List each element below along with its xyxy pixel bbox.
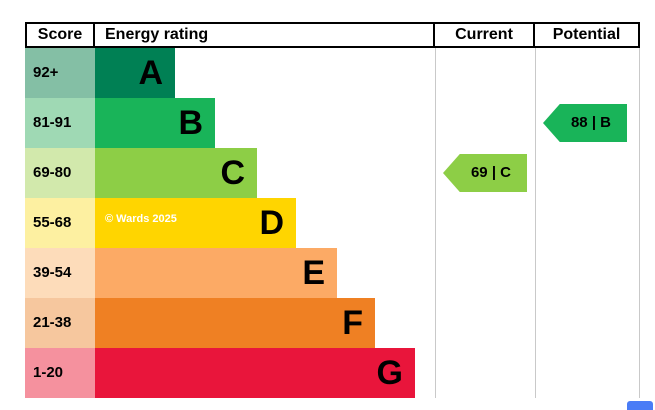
current-rating-arrow: 69 | C (443, 154, 527, 192)
band-bar: B (95, 98, 215, 148)
band-letter: C (220, 154, 245, 192)
potential-rating-label: 88 | B (570, 114, 612, 131)
band-rows: 92+ A 81-91 B 69-80 C 55-68 © Wards 2025… (25, 48, 640, 398)
column-divider (435, 48, 436, 398)
band-row-d: 55-68 © Wards 2025 D (25, 198, 640, 248)
band-row-g: 1-20 G (25, 348, 640, 398)
band-letter: B (178, 104, 203, 142)
score-label: 21-38 (25, 298, 95, 348)
score-label: 69-80 (25, 148, 95, 198)
band-row-e: 39-54 E (25, 248, 640, 298)
current-rating-label: 69 | C (470, 164, 512, 181)
band-letter: F (342, 304, 363, 342)
band-letter: G (376, 354, 403, 392)
band-row-b: 81-91 B (25, 98, 640, 148)
band-bar: © Wards 2025 D (95, 198, 296, 248)
cropped-logo-fragment (627, 401, 653, 410)
band-row-a: 92+ A (25, 48, 640, 98)
score-label: 55-68 (25, 198, 95, 248)
score-label: 92+ (25, 48, 95, 98)
score-label: 1-20 (25, 348, 95, 398)
band-bar: E (95, 248, 337, 298)
band-bar: C (95, 148, 257, 198)
band-letter: E (302, 254, 325, 292)
current-header: Current (435, 24, 535, 46)
band-bar: A (95, 48, 175, 98)
band-row-f: 21-38 F (25, 298, 640, 348)
band-bar: G (95, 348, 415, 398)
band-bar: F (95, 298, 375, 348)
column-divider (535, 48, 536, 398)
column-divider (639, 48, 640, 398)
potential-rating-arrow: 88 | B (543, 104, 627, 142)
score-label: 39-54 (25, 248, 95, 298)
score-label: 81-91 (25, 98, 95, 148)
chart-header: Score Energy rating Current Potential (25, 22, 640, 48)
band-letter: D (259, 204, 284, 242)
potential-header: Potential (552, 26, 621, 43)
score-header: Score (27, 24, 95, 46)
band-letter: A (138, 54, 163, 92)
energy-rating-header: Energy rating (95, 24, 435, 46)
band-row-c: 69-80 C (25, 148, 640, 198)
watermark: © Wards 2025 (105, 213, 177, 225)
